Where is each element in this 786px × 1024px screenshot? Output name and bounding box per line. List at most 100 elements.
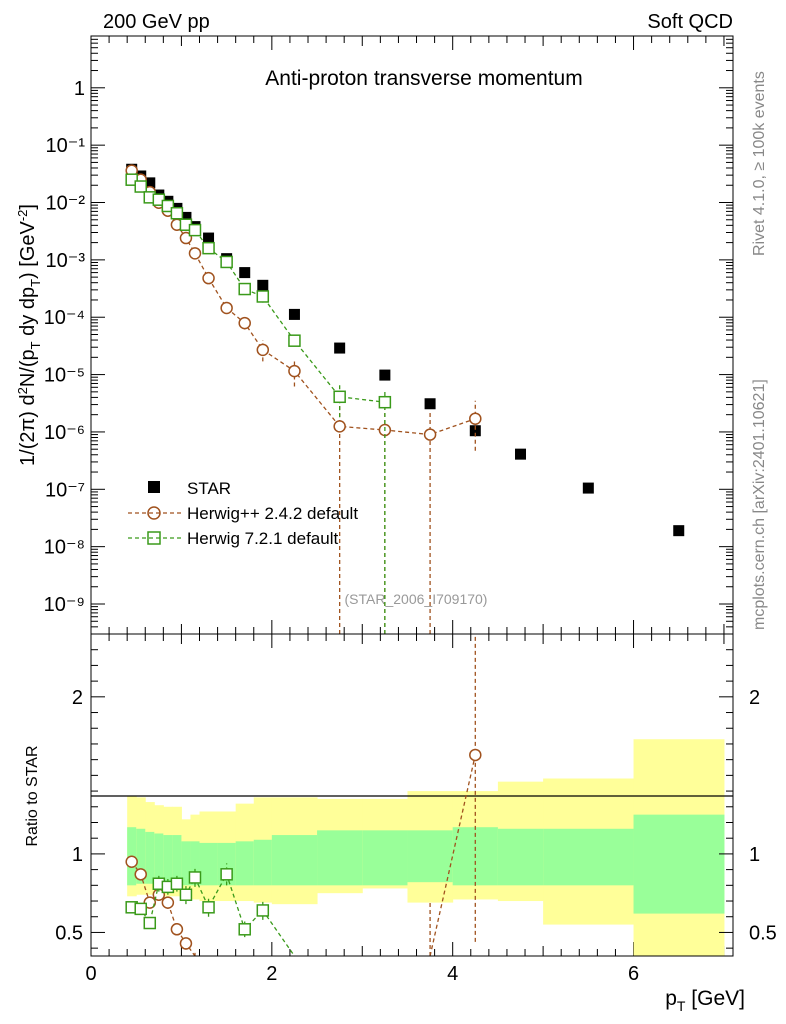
data-point-herwig7 <box>288 334 301 347</box>
ratio-point-herwig7 <box>143 916 157 930</box>
y-tick-label: 10⁻⁸ <box>44 537 85 559</box>
data-point-star <box>582 482 594 494</box>
y-tick-label: 10⁻² <box>46 193 86 215</box>
ratio-y-tick-label-right: 1 <box>749 844 760 866</box>
y-tick-label: 10⁻⁶ <box>44 422 85 444</box>
legend-marker-herwigpp <box>147 506 161 520</box>
data-point-star <box>257 279 269 291</box>
data-point-herwigpp <box>256 343 270 357</box>
ylabel-mid2: dy dp <box>17 287 39 341</box>
main-y-axis-label: 1/(2π) d2N/(pT dy dpT) [GeV-2] <box>15 204 43 466</box>
ratio-point-herwigpp <box>125 855 138 869</box>
legend-label-star: STAR <box>187 479 231 498</box>
data-point-herwigpp <box>188 247 202 260</box>
ylabel-close: ] <box>17 204 39 210</box>
ratio-point-herwigpp <box>161 896 175 909</box>
ratio-ticks: 0.5 0.5 1 1 2 2 <box>55 649 777 949</box>
green-uncertainty-band <box>271 835 318 886</box>
data-point-star <box>469 425 481 437</box>
ratio-y-tick-label-left: 2 <box>72 687 83 709</box>
x-tick-label: 6 <box>628 963 639 985</box>
ratio-panel: 0.5 0.5 1 1 2 2 Ratio to STAR pT [GeV] <box>24 633 777 1014</box>
ratio-y-tick-label-left: 0.5 <box>55 922 83 944</box>
green-uncertainty-band <box>172 835 182 886</box>
ratio-point-herwig7 <box>134 902 147 916</box>
ratio-y-tick-label-left: 1 <box>72 844 83 866</box>
green-uncertainty-band <box>154 833 164 884</box>
ylabel-unit: ) [GeV <box>17 220 39 278</box>
data-point-herwigpp <box>288 364 301 378</box>
data-point-star <box>180 211 192 223</box>
ylabel-sub-t1: T <box>28 341 43 349</box>
green-uncertainty-band <box>163 835 173 886</box>
mcplots-label: mcplots.cern.ch [arXiv:2401.10621] <box>751 379 768 630</box>
ratio-point-herwig7 <box>170 877 184 890</box>
data-point-star <box>673 525 685 537</box>
green-uncertainty-band <box>633 814 725 914</box>
data-point-herwig7 <box>238 282 251 296</box>
ratio-series <box>125 634 482 957</box>
data-point-herwigpp <box>333 420 346 433</box>
ratio-point-herwigpp <box>469 748 482 762</box>
main-y-ticks: 10⁻⁹ 10⁻⁸ 10⁻⁷ 10⁻⁶ 10⁻⁵ 10⁻⁴ 10⁻³ 10⁻² 10⁻¹ 1 <box>44 35 733 635</box>
ratio-point-herwig7 <box>238 923 251 936</box>
y-tick-label: 10⁻³ <box>46 250 86 272</box>
xlabel-unit: [GeV] <box>685 987 745 1010</box>
ylabel-sup-neg2: -2 <box>15 210 30 222</box>
green-uncertainty-band <box>145 831 155 884</box>
rivet-version-label: Rivet 4.1.0, ≥ 100k events <box>751 71 768 256</box>
ratio-y-axis-label: Ratio to STAR <box>24 745 41 846</box>
ratio-point-herwigpp <box>134 868 147 881</box>
header-right: Soft QCD <box>647 11 733 33</box>
ratio-point-herwigpp <box>170 923 184 936</box>
ratio-point-herwigpp <box>143 896 157 909</box>
y-tick-label: 10⁻¹ <box>46 135 86 157</box>
green-uncertainty-band <box>407 830 454 883</box>
ylabel-sup2: 2 <box>15 387 30 394</box>
ratio-point-herwig7 <box>256 904 270 917</box>
chart-title: Anti-proton transverse momentum <box>265 67 582 90</box>
legend-marker-herwig7 <box>147 531 161 545</box>
data-point-herwig7 <box>220 255 233 269</box>
data-point-herwig7 <box>333 390 346 404</box>
data-point-herwig7 <box>202 241 215 255</box>
green-uncertainty-band <box>235 841 255 886</box>
header-left: 200 GeV pp <box>103 11 210 33</box>
analysis-watermark: (STAR_2006_I709170) <box>345 591 488 607</box>
data-point-herwig7 <box>134 180 147 193</box>
data-point-star <box>515 448 527 460</box>
ylabel-prefix: 1/(2π) d <box>17 394 39 466</box>
y-tick-label: 1 <box>74 78 85 100</box>
data-point-herwig7 <box>161 199 175 213</box>
ratio-point-herwig7 <box>202 901 215 914</box>
ratio-bands <box>127 739 725 956</box>
data-point-herwigpp <box>179 231 193 245</box>
green-uncertainty-band <box>181 841 191 886</box>
green-uncertainty-band <box>497 828 544 886</box>
data-point-herwigpp <box>238 316 251 330</box>
green-uncertainty-band <box>317 830 363 886</box>
data-point-herwigpp <box>423 428 437 441</box>
data-point-star <box>144 177 156 189</box>
data-point-herwig7 <box>170 206 184 220</box>
x-tick-label: 2 <box>266 963 277 985</box>
data-point-star <box>334 342 346 354</box>
data-point-herwig7 <box>125 173 138 186</box>
y-tick-label: 10⁻⁴ <box>44 307 85 329</box>
main-series <box>125 163 685 634</box>
ratio-point-herwig7 <box>179 888 193 901</box>
data-point-herwigpp <box>202 271 215 285</box>
data-point-herwigpp <box>220 301 233 315</box>
y-tick-label: 10⁻⁹ <box>44 594 85 616</box>
x-axis-label: pT [GeV] <box>665 987 745 1014</box>
data-point-herwig7 <box>188 223 202 237</box>
legend: STAR Herwig++ 2.4.2 default Herwig 7.2.1… <box>128 479 358 548</box>
xlabel-sub-t: T <box>677 998 686 1014</box>
ratio-point-herwig7 <box>188 871 202 884</box>
xlabel-p: p <box>665 987 677 1010</box>
ratio-series-line <box>429 754 476 957</box>
ratio-y-tick-label-right: 2 <box>749 687 760 709</box>
main-frame <box>90 35 734 635</box>
data-point-star <box>239 267 251 279</box>
